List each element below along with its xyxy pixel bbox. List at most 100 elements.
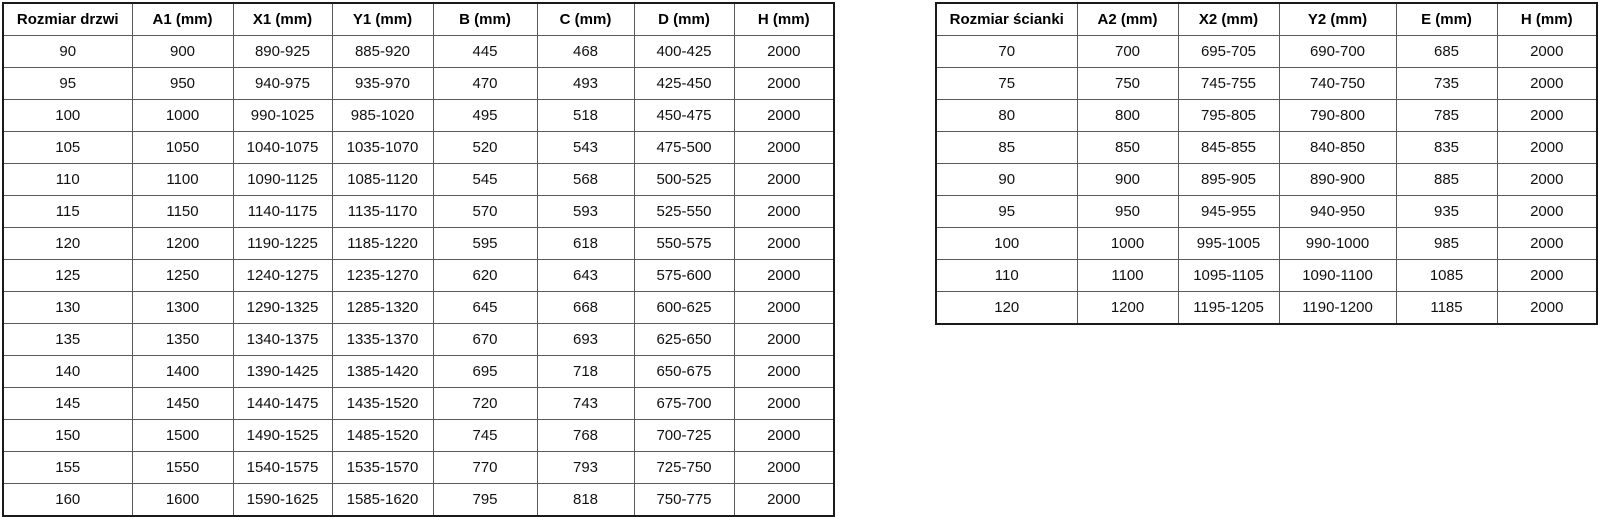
table-cell: 525-550 (633, 195, 735, 228)
table-cell: 493 (536, 67, 635, 100)
table-cell: 1185 (1395, 291, 1498, 325)
table-cell: 675-700 (633, 387, 735, 420)
table-row: 90 900 895-905 890-900 885 2000 (935, 163, 1598, 196)
table-cell: 2000 (1496, 259, 1598, 292)
table-cell: 1385-1420 (331, 355, 434, 388)
table-cell: 1590-1625 (232, 483, 333, 517)
table-cell: 400-425 (633, 35, 735, 68)
table-cell: 130 (2, 291, 133, 324)
table-row: 105 1050 1040-1075 1035-1070 520 543 475-500 20… (2, 131, 835, 164)
table-cell: 1585-1620 (331, 483, 434, 517)
table-row: 95 950 940-975 935-970 470 493 425-450 2000 (2, 67, 835, 100)
table-cell: 1035-1070 (331, 131, 434, 164)
table-cell: 1400 (131, 355, 234, 388)
door-size-table: Rozmiar drzwi A1 (mm) X1 (mm) Y1 (mm) B (mm)… (2, 2, 835, 517)
table-cell: 2000 (733, 355, 835, 388)
table-cell: 568 (536, 163, 635, 196)
table-cell: 990-1000 (1278, 227, 1397, 260)
column-header: H (mm) (1496, 2, 1598, 36)
table-cell: 1535-1570 (331, 451, 434, 484)
table-cell: 1100 (1076, 259, 1179, 292)
table-cell: 750-775 (633, 483, 735, 517)
table-cell: 885 (1395, 163, 1498, 196)
table-row: 110 1100 1095-1105 1090-1100 1085 2000 (935, 259, 1598, 292)
table-cell: 670 (432, 323, 538, 356)
table-row: 130 1300 1290-1325 1285-1320 645 668 600-625 20… (2, 291, 835, 324)
table-cell: 575-600 (633, 259, 735, 292)
column-header: A2 (mm) (1076, 2, 1179, 36)
table-cell: 518 (536, 99, 635, 132)
table-cell: 990-1025 (232, 99, 333, 132)
table-cell: 2000 (1496, 227, 1598, 260)
table-cell: 668 (536, 291, 635, 324)
table-cell: 2000 (1496, 67, 1598, 100)
table-cell: 770 (432, 451, 538, 484)
table-cell: 1250 (131, 259, 234, 292)
table-cell: 70 (935, 35, 1078, 68)
table-cell: 593 (536, 195, 635, 228)
table-cell: 1285-1320 (331, 291, 434, 324)
table-cell: 745-755 (1177, 67, 1280, 100)
table-cell: 2000 (733, 387, 835, 420)
table-cell: 2000 (1496, 35, 1598, 68)
table-cell: 1140-1175 (232, 195, 333, 228)
table-cell: 100 (2, 99, 133, 132)
table-cell: 105 (2, 131, 133, 164)
table-cell: 155 (2, 451, 133, 484)
table-cell: 945-955 (1177, 195, 1280, 228)
table-cell: 470 (432, 67, 538, 100)
table-cell: 1190-1200 (1278, 291, 1397, 325)
table-cell: 2000 (733, 99, 835, 132)
table-cell: 85 (935, 131, 1078, 164)
table-cell: 725-750 (633, 451, 735, 484)
table-cell: 2000 (733, 195, 835, 228)
table-cell: 120 (2, 227, 133, 260)
table-cell: 835 (1395, 131, 1498, 164)
table-cell: 495 (432, 99, 538, 132)
table-row: 90 900 890-925 885-920 445 468 400-425 2000 (2, 35, 835, 68)
table-cell: 950 (1076, 195, 1179, 228)
table-cell: 145 (2, 387, 133, 420)
table-cell: 800 (1076, 99, 1179, 132)
table-cell: 1440-1475 (232, 387, 333, 420)
table-cell: 1050 (131, 131, 234, 164)
table-cell: 1150 (131, 195, 234, 228)
table-cell: 720 (432, 387, 538, 420)
table-cell: 1240-1275 (232, 259, 333, 292)
table-row: 150 1500 1490-1525 1485-1520 745 768 700-725 20… (2, 419, 835, 452)
table-cell: 885-920 (331, 35, 434, 68)
table-cell: 2000 (733, 35, 835, 68)
table-cell: 985 (1395, 227, 1498, 260)
table-cell: 940-950 (1278, 195, 1397, 228)
table-cell: 790-800 (1278, 99, 1397, 132)
table-cell: 90 (2, 35, 133, 68)
column-header: D (mm) (633, 2, 735, 36)
table-cell: 735 (1395, 67, 1498, 100)
table-cell: 768 (536, 419, 635, 452)
table-cell: 2000 (733, 323, 835, 356)
table-cell: 1095-1105 (1177, 259, 1280, 292)
table-cell: 115 (2, 195, 133, 228)
table-cell: 2000 (1496, 291, 1598, 325)
column-header: Y1 (mm) (331, 2, 434, 36)
table-cell: 690-700 (1278, 35, 1397, 68)
table-cell: 595 (432, 227, 538, 260)
table-cell: 2000 (733, 259, 835, 292)
table-cell: 695 (432, 355, 538, 388)
wall-table-body: 70 700 695-705 690-700 685 2000 75 750 745-755 74… (935, 35, 1598, 325)
table-cell: 745 (432, 419, 538, 452)
table-cell: 900 (1076, 163, 1179, 196)
column-header: X1 (mm) (232, 2, 333, 36)
table-cell: 1435-1520 (331, 387, 434, 420)
table-cell: 2000 (733, 67, 835, 100)
table-cell: 900 (131, 35, 234, 68)
table-row: 135 1350 1340-1375 1335-1370 670 693 625-650 20… (2, 323, 835, 356)
table-cell: 445 (432, 35, 538, 68)
table-row: 85 850 845-855 840-850 835 2000 (935, 131, 1598, 164)
table-cell: 1540-1575 (232, 451, 333, 484)
table-cell: 468 (536, 35, 635, 68)
table-cell: 1485-1520 (331, 419, 434, 452)
table-cell: 1490-1525 (232, 419, 333, 452)
table-row: 100 1000 990-1025 985-1020 495 518 450-475 2000 (2, 99, 835, 132)
